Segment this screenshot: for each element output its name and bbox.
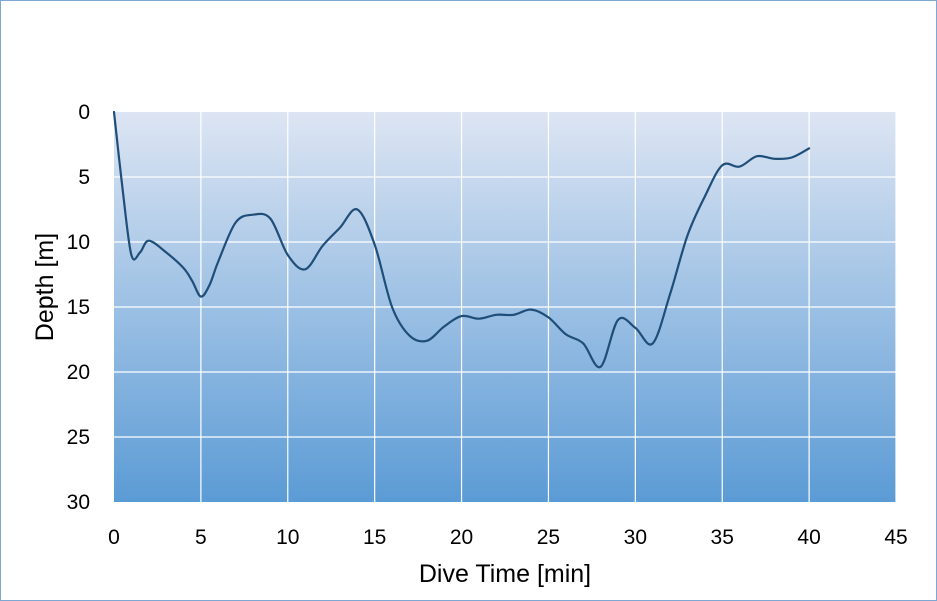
y-tick-label: 25 (67, 426, 90, 449)
x-axis-title: Dive Time [min] (419, 560, 591, 588)
y-tick-label: 5 (78, 166, 90, 189)
y-tick-label: 0 (78, 101, 90, 124)
x-tick-label: 0 (108, 526, 120, 549)
y-axis-title: Depth [m] (31, 233, 59, 341)
x-tick-label: 20 (450, 526, 473, 549)
x-tick-label: 25 (537, 526, 560, 549)
tick-labels: 0 5 10 15 20 25 30 35 40 45 0 5 10 15 20 25 30 (67, 101, 908, 549)
x-tick-label: 40 (797, 526, 820, 549)
x-tick-label: 5 (195, 526, 207, 549)
x-tick-label: 35 (711, 526, 734, 549)
x-tick-label: 15 (363, 526, 386, 549)
depth-series-line (112, 110, 811, 369)
y-tick-label: 30 (67, 491, 90, 514)
grid-lines (114, 112, 897, 502)
x-tick-label: 45 (884, 526, 907, 549)
x-tick-label: 30 (624, 526, 647, 549)
y-tick-label: 10 (67, 231, 90, 254)
x-tick-label: 10 (276, 526, 299, 549)
y-tick-label: 20 (67, 361, 90, 384)
y-tick-label: 15 (67, 296, 90, 319)
